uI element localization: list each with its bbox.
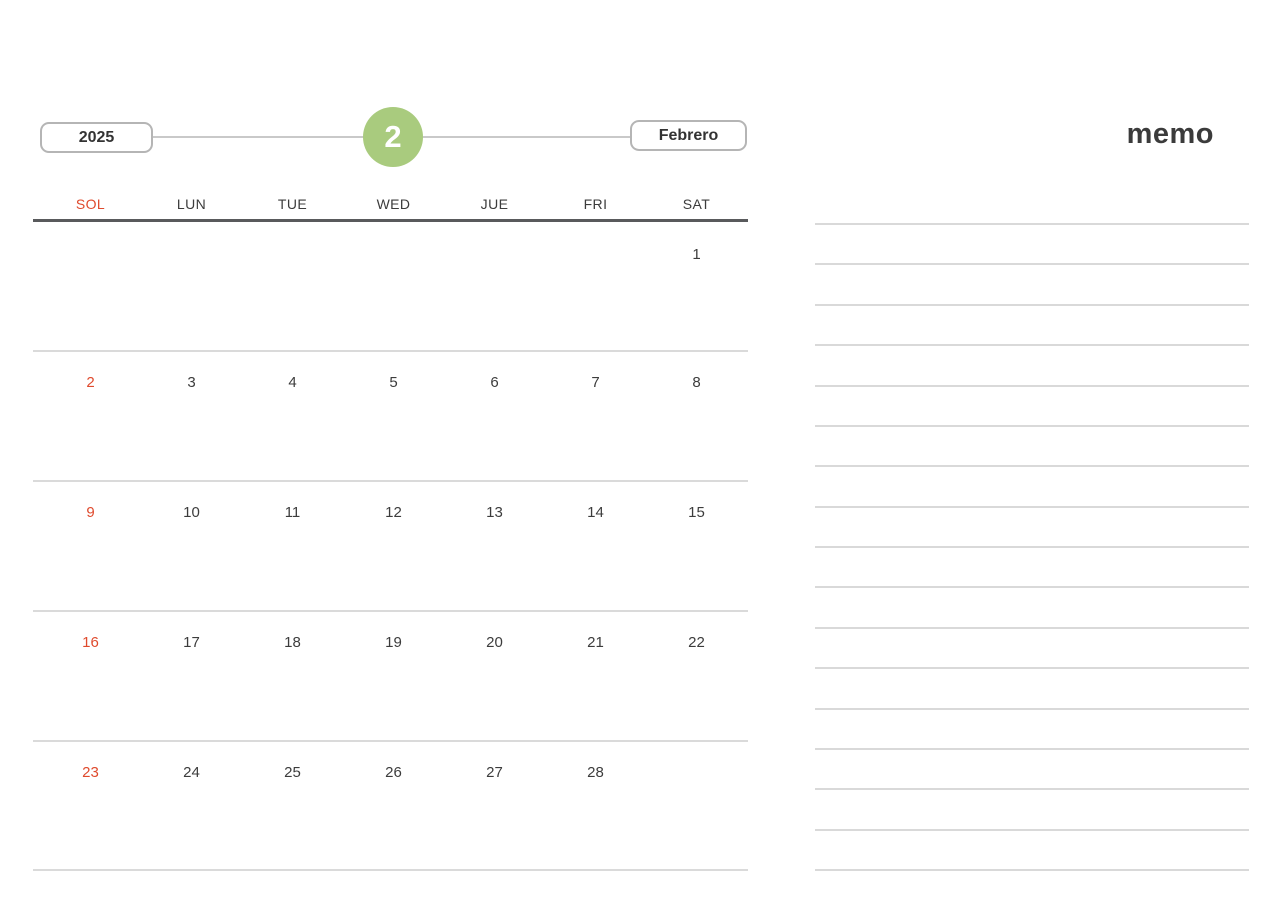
memo-line — [815, 829, 1249, 831]
date-cell-empty — [646, 740, 747, 869]
row-separator-line — [33, 480, 748, 482]
weekday-header-lun: LUN — [176, 196, 207, 212]
date-cell-1: 1 — [692, 246, 701, 263]
date-cell-13: 13 — [486, 504, 503, 521]
date-cell-empty — [343, 222, 444, 350]
weekday-header-row: SOL LUN TUE WED JUE FRI SAT — [40, 193, 747, 215]
date-cell-15: 15 — [688, 504, 705, 521]
date-cell-9: 9 — [86, 504, 95, 521]
calendar-week-row-5: 23 24 25 26 27 28 — [40, 740, 747, 869]
date-cell-7: 7 — [591, 374, 600, 391]
date-cell-21: 21 — [587, 634, 604, 651]
date-cell-2: 2 — [86, 374, 95, 391]
memo-line — [815, 748, 1249, 750]
memo-line — [815, 546, 1249, 548]
memo-line — [815, 304, 1249, 306]
weekday-header-fri: FRI — [583, 196, 608, 212]
date-cell-28: 28 — [587, 764, 604, 781]
memo-line — [815, 385, 1249, 387]
weekday-header-wed: WED — [376, 196, 411, 212]
month-number: 2 — [384, 119, 402, 154]
memo-line — [815, 708, 1249, 710]
memo-line — [815, 869, 1249, 871]
date-cell-6: 6 — [490, 374, 499, 391]
year-button[interactable]: 2025 — [40, 122, 153, 153]
date-cell-22: 22 — [688, 634, 705, 651]
month-number-badge: 2 — [363, 107, 423, 167]
month-button[interactable]: Febrero — [630, 120, 747, 151]
weekday-header-sol: SOL — [75, 196, 106, 212]
date-cell-25: 25 — [284, 764, 301, 781]
calendar-grid: SOL LUN TUE WED JUE FRI SAT 1 2 3 4 5 6 7 8 9 10 11 12 13 1… — [33, 193, 748, 871]
memo-line — [815, 465, 1249, 467]
memo-line — [815, 425, 1249, 427]
memo-line — [815, 788, 1249, 790]
weekday-header-sat: SAT — [682, 196, 711, 212]
memo-lines — [815, 223, 1249, 883]
calendar-week-row-4: 16 17 18 19 20 21 22 — [40, 610, 747, 740]
row-separator-line — [33, 610, 748, 612]
date-cell-empty — [242, 222, 343, 350]
date-cell-16: 16 — [82, 634, 99, 651]
weekday-header-jue: JUE — [480, 196, 509, 212]
date-cell-5: 5 — [389, 374, 398, 391]
date-cell-23: 23 — [82, 764, 99, 781]
date-cell-empty — [545, 222, 646, 350]
weekday-underline — [33, 219, 748, 222]
row-separator-line — [33, 869, 748, 871]
date-cell-27: 27 — [486, 764, 503, 781]
date-cell-3: 3 — [187, 374, 196, 391]
memo-line — [815, 344, 1249, 346]
date-cell-8: 8 — [692, 374, 701, 391]
date-cell-empty — [141, 222, 242, 350]
memo-line — [815, 223, 1249, 225]
memo-line — [815, 627, 1249, 629]
date-cell-19: 19 — [385, 634, 402, 651]
memo-line — [815, 263, 1249, 265]
date-cell-4: 4 — [288, 374, 297, 391]
calendar-week-row-3: 9 10 11 12 13 14 15 — [40, 480, 747, 610]
date-cell-26: 26 — [385, 764, 402, 781]
memo-title: memo — [1126, 118, 1214, 150]
date-cell-11: 11 — [284, 504, 301, 521]
memo-line — [815, 506, 1249, 508]
date-cell-empty — [40, 222, 141, 350]
date-cell-empty — [444, 222, 545, 350]
date-cell-10: 10 — [183, 504, 200, 521]
date-cell-12: 12 — [385, 504, 402, 521]
date-cell-18: 18 — [284, 634, 301, 651]
weekday-header-tue: TUE — [277, 196, 308, 212]
date-cell-20: 20 — [486, 634, 503, 651]
date-cell-14: 14 — [587, 504, 604, 521]
date-cell-24: 24 — [183, 764, 200, 781]
date-cell-17: 17 — [183, 634, 200, 651]
calendar-week-row-1: 1 — [40, 222, 747, 350]
memo-line — [815, 586, 1249, 588]
memo-line — [815, 667, 1249, 669]
row-separator-line — [33, 740, 748, 742]
calendar-week-row-2: 2 3 4 5 6 7 8 — [40, 350, 747, 480]
row-separator-line — [33, 350, 748, 352]
